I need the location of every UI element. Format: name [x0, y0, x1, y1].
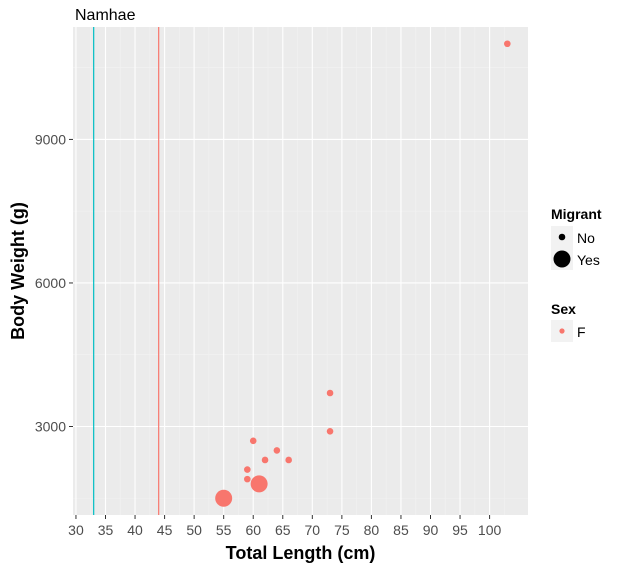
y-axis: 3000 6000 9000	[35, 131, 73, 434]
grid-major	[73, 27, 528, 515]
x-tick-label: 45	[157, 522, 173, 538]
legend-label-no: No	[577, 230, 595, 246]
legend-key-no	[558, 233, 566, 241]
x-tick-label: 70	[305, 522, 321, 538]
data-point	[285, 456, 292, 464]
data-point	[273, 447, 281, 454]
data-point	[244, 466, 251, 473]
x-tick-label: 85	[393, 522, 409, 538]
grid-minor	[73, 27, 528, 515]
legend-label-sex: F	[577, 324, 586, 340]
legend-label-yes: Yes	[577, 252, 600, 268]
y-tick-label: 9000	[35, 131, 66, 147]
x-tick-label: 35	[98, 522, 114, 538]
reference-lines	[93, 27, 160, 515]
y-tick-label: 6000	[35, 275, 66, 291]
x-tick-label: 60	[245, 522, 261, 538]
data-point	[249, 437, 257, 445]
data-point	[326, 389, 334, 397]
legend-sex-title: Sex	[551, 301, 576, 317]
data-point	[326, 427, 334, 435]
x-tick-label: 75	[334, 522, 350, 538]
x-axis-title: Total Length (cm)	[226, 543, 376, 563]
x-tick-label: 90	[423, 522, 439, 538]
plot-panel	[73, 27, 528, 515]
chart-title: Namhae	[75, 7, 136, 24]
x-tick-label: 100	[478, 522, 502, 538]
y-axis-title: Body Weight (g)	[8, 202, 28, 340]
data-point	[215, 489, 233, 507]
x-tick-label: 50	[186, 522, 202, 538]
data-point	[250, 475, 268, 493]
x-tick-label: 40	[127, 522, 143, 538]
x-tick-label: 95	[452, 522, 468, 538]
x-tick-label: 80	[364, 522, 380, 538]
data-points	[215, 40, 511, 507]
data-point	[244, 475, 251, 483]
data-point	[261, 456, 269, 464]
x-tick-label: 55	[216, 522, 232, 538]
legend-key-sex	[559, 328, 565, 334]
legend-migrant-title: Migrant	[551, 206, 602, 222]
data-point	[504, 40, 511, 48]
x-tick-label: 30	[68, 522, 84, 538]
x-axis: 30 35 40 45 50 55 60 65 70 75 80 85 90 95 100	[68, 515, 501, 538]
y-tick-label: 3000	[35, 418, 66, 434]
legend: Migrant Sex No Yes F	[551, 206, 602, 342]
legend-key-yes	[553, 250, 571, 268]
x-tick-label: 65	[275, 522, 291, 538]
